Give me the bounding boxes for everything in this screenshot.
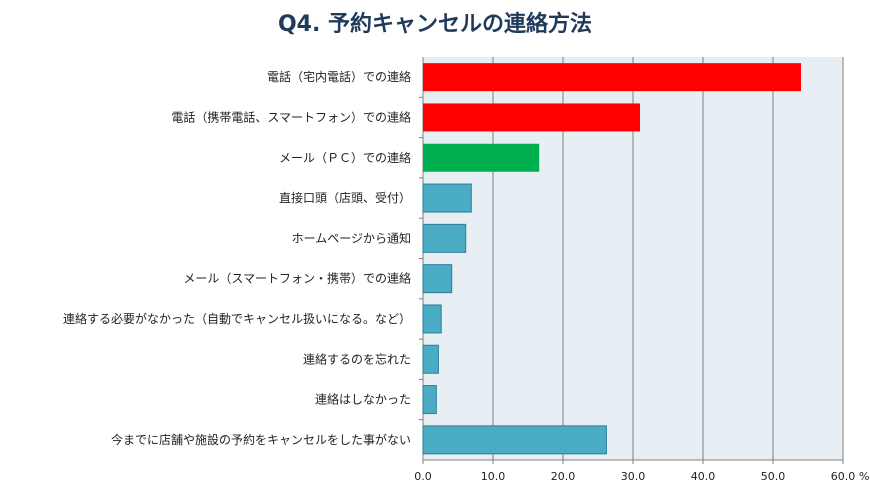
category-label: メール（スマートフォン・携帯）での連絡 [183, 271, 411, 286]
bar [422, 223, 467, 253]
category-label: 電話（宅内電話）での連絡 [267, 69, 411, 84]
category-label: メール（ＰＣ）での連絡 [279, 150, 411, 165]
x-tick-label: 0.0 [414, 470, 432, 483]
category-label: 連絡する必要がなかった（自動でキャンセル扱いになる。など） [63, 311, 411, 326]
bar [422, 425, 607, 455]
bar [422, 183, 472, 213]
x-tick-label: 10.0 [481, 470, 506, 483]
x-tick-label: 60.0 [831, 470, 856, 483]
category-label: ホームページから通知 [292, 231, 411, 245]
x-tick-label: 40.0 [691, 470, 716, 483]
category-label: 今までに店舗や施設の予約をキャンセルをした事がない [111, 432, 411, 447]
bar [423, 63, 801, 92]
bar [423, 143, 540, 172]
chart-title: Q4. 予約キャンセルの連絡方法 [277, 12, 593, 37]
bar [423, 103, 640, 132]
x-unit-label: % [859, 470, 869, 483]
bar [422, 385, 437, 415]
category-label: 直接口頭（店頭、受付） [279, 190, 411, 205]
bar [422, 264, 453, 294]
category-label: 連絡はしなかった [315, 392, 411, 407]
x-tick-label: 50.0 [761, 470, 786, 483]
x-tick-label: 20.0 [551, 470, 576, 483]
bar [422, 304, 442, 334]
bar [422, 344, 439, 374]
x-tick-label: 30.0 [621, 470, 646, 483]
category-label: 電話（携帯電話、スマートフォン）での連絡 [171, 109, 411, 124]
category-label: 連絡するのを忘れた [303, 351, 411, 366]
